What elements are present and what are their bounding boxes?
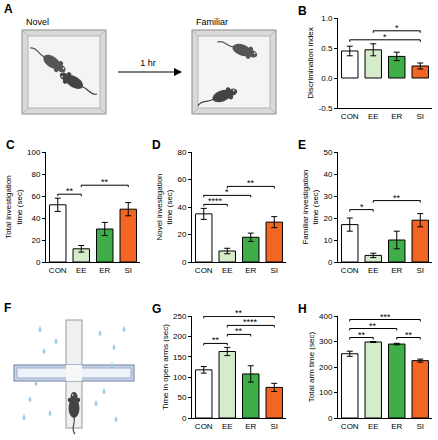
- svg-text:Familiar: Familiar: [196, 17, 228, 27]
- svg-text:50: 50: [177, 393, 186, 402]
- svg-text:200: 200: [319, 363, 333, 372]
- svg-text:F: F: [4, 301, 11, 315]
- svg-text:SI: SI: [416, 266, 424, 275]
- svg-text:**: **: [212, 335, 220, 345]
- svg-text:10: 10: [323, 236, 332, 245]
- svg-text:Novel: Novel: [26, 17, 49, 27]
- svg-text:CON: CON: [49, 266, 67, 275]
- svg-text:ER: ER: [245, 422, 256, 431]
- svg-text:0: 0: [182, 258, 187, 267]
- svg-text:**: **: [247, 178, 255, 188]
- svg-text:**: **: [235, 326, 243, 336]
- svg-text:100: 100: [173, 373, 187, 382]
- svg-text:CON: CON: [195, 422, 213, 431]
- svg-text:60: 60: [31, 192, 40, 201]
- svg-text:0.0: 0.0: [321, 74, 333, 83]
- svg-text:-0.5: -0.5: [319, 104, 333, 113]
- svg-text:**: **: [101, 177, 109, 187]
- svg-text:**: **: [358, 330, 366, 340]
- svg-text:60: 60: [177, 175, 186, 184]
- svg-text:***: ***: [380, 312, 391, 322]
- svg-text:ER: ER: [245, 266, 256, 275]
- svg-text:****: ****: [243, 317, 258, 327]
- svg-text:EE: EE: [368, 112, 379, 121]
- svg-text:D: D: [152, 138, 161, 152]
- svg-text:*: *: [383, 32, 387, 42]
- svg-text:H: H: [298, 302, 307, 316]
- svg-text:CON: CON: [341, 266, 359, 275]
- svg-text:100: 100: [319, 388, 333, 397]
- svg-text:SI: SI: [416, 112, 424, 121]
- svg-text:SI: SI: [124, 266, 132, 275]
- svg-text:ER: ER: [391, 422, 402, 431]
- svg-text:Novel investigationtime (sec): Novel investigationtime (sec): [155, 173, 174, 240]
- svg-text:ER: ER: [391, 266, 402, 275]
- svg-text:****: ****: [208, 196, 223, 206]
- svg-text:250: 250: [173, 312, 187, 321]
- svg-text:20: 20: [31, 236, 40, 245]
- svg-text:**: **: [369, 321, 377, 331]
- svg-text:150: 150: [173, 353, 187, 362]
- svg-text:C: C: [6, 138, 15, 152]
- svg-text:Total arm time (sec): Total arm time (sec): [307, 332, 316, 403]
- svg-text:EE: EE: [368, 422, 379, 431]
- svg-text:1.0: 1.0: [321, 14, 333, 23]
- svg-text:CON: CON: [195, 266, 213, 275]
- svg-text:CON: CON: [341, 422, 359, 431]
- svg-text:SI: SI: [416, 422, 424, 431]
- svg-text:Familiar investigationtime (se: Familiar investigationtime (sec): [301, 169, 320, 244]
- svg-text:300: 300: [319, 337, 333, 346]
- svg-text:0: 0: [328, 258, 333, 267]
- svg-text:B: B: [298, 4, 307, 18]
- svg-text:0: 0: [328, 414, 333, 423]
- svg-text:**: **: [393, 193, 401, 203]
- svg-text:0: 0: [36, 258, 41, 267]
- svg-text:EE: EE: [76, 266, 87, 275]
- svg-text:A: A: [4, 2, 13, 16]
- svg-text:*: *: [395, 23, 399, 33]
- svg-text:ER: ER: [391, 112, 402, 121]
- svg-text:50: 50: [323, 148, 332, 157]
- svg-text:EE: EE: [222, 266, 233, 275]
- svg-text:**: **: [66, 186, 74, 196]
- svg-text:**: **: [235, 308, 243, 318]
- svg-text:*: *: [360, 202, 364, 212]
- svg-text:G: G: [152, 302, 161, 316]
- svg-text:Total investigationtime (sec): Total investigationtime (sec): [4, 175, 23, 239]
- svg-text:EE: EE: [222, 422, 233, 431]
- svg-text:30: 30: [323, 192, 332, 201]
- svg-text:400: 400: [319, 312, 333, 321]
- svg-text:SI: SI: [270, 266, 278, 275]
- svg-text:200: 200: [173, 332, 187, 341]
- svg-text:20: 20: [323, 214, 332, 223]
- svg-text:80: 80: [177, 148, 186, 157]
- svg-text:Time in open arms (sec): Time in open arms (sec): [161, 324, 170, 410]
- svg-text:E: E: [298, 138, 306, 152]
- svg-text:SI: SI: [270, 422, 278, 431]
- svg-text:20: 20: [177, 230, 186, 239]
- svg-text:*: *: [225, 187, 229, 197]
- svg-text:Discrimination index: Discrimination index: [306, 27, 315, 99]
- svg-text:ER: ER: [99, 266, 110, 275]
- svg-text:40: 40: [31, 214, 40, 223]
- svg-text:**: **: [405, 330, 413, 340]
- svg-text:EE: EE: [368, 266, 379, 275]
- svg-text:40: 40: [177, 203, 186, 212]
- svg-text:40: 40: [323, 170, 332, 179]
- svg-text:CON: CON: [341, 112, 359, 121]
- svg-text:100: 100: [27, 148, 41, 157]
- svg-text:0: 0: [182, 414, 187, 423]
- svg-text:1 hr: 1 hr: [140, 58, 156, 68]
- svg-text:80: 80: [31, 170, 40, 179]
- svg-text:0.5: 0.5: [321, 44, 333, 53]
